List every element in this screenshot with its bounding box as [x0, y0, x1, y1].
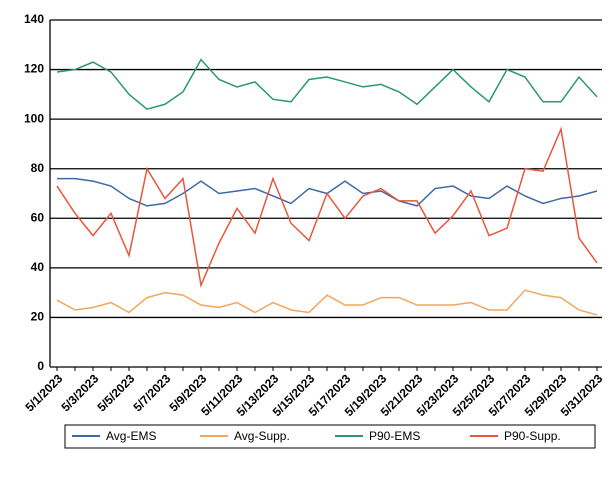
y-tick-label: 60 [31, 210, 45, 224]
legend-label: Avg-EMS [106, 429, 156, 443]
y-tick-label: 0 [37, 359, 44, 373]
y-tick-label: 120 [24, 62, 44, 76]
y-tick-label: 140 [24, 12, 44, 26]
x-tick-label: 5/5/2023 [94, 371, 137, 414]
legend-box [64, 424, 596, 449]
x-tick-label: 5/3/2023 [58, 371, 101, 414]
legend-label: P90-Supp. [504, 429, 561, 443]
y-tick-label: 40 [31, 260, 45, 274]
legend-label: P90-EMS [369, 429, 420, 443]
y-tick-label: 20 [31, 310, 45, 324]
line-series [56, 126, 598, 288]
x-tick-label: 5/1/2023 [22, 371, 65, 414]
legend-label: Avg-Supp. [234, 429, 290, 443]
line-series [56, 58, 598, 111]
x-tick-label: 5/7/2023 [130, 371, 173, 414]
y-tick-label: 100 [24, 111, 44, 125]
y-tick-label: 80 [31, 161, 45, 175]
line-series [56, 289, 598, 316]
